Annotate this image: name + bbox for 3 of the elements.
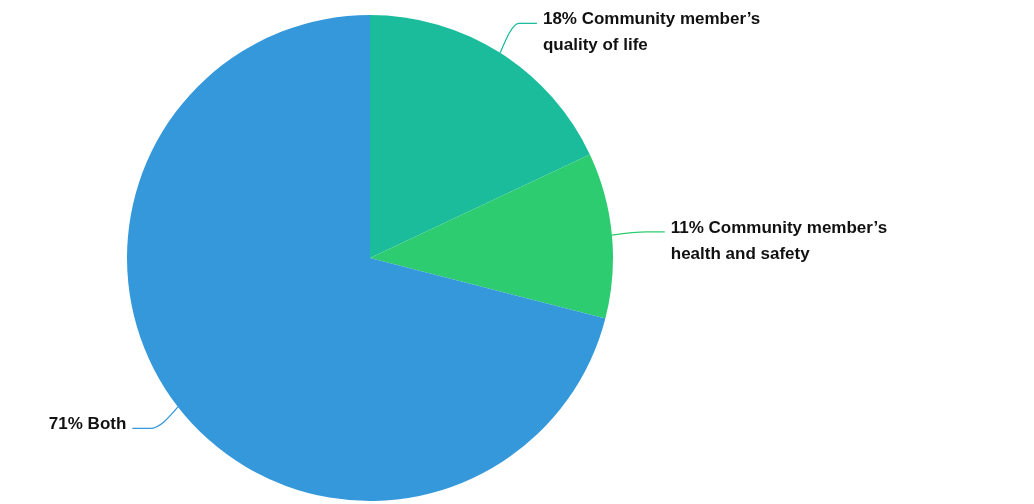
slice-label: 71% Both	[48, 414, 127, 434]
slice-label: 11% Community member’s health and safety	[670, 217, 888, 263]
slice-label: 18% Community member’s quality of life	[542, 9, 761, 55]
